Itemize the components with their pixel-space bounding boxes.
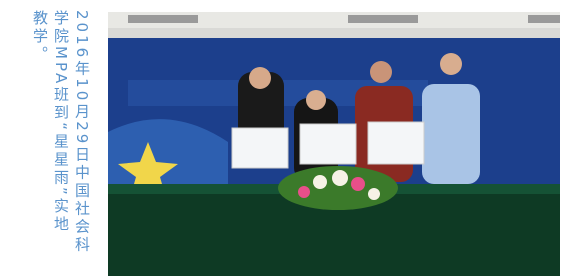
text-column: 学院MPA班到“星星雨”实地	[50, 10, 71, 276]
text-column: 2016年10月29日中国社会科	[71, 10, 92, 276]
vertical-text: 2016年10月29日中国社会科 学院MPA班到“星星雨”实地 教学。	[29, 10, 92, 276]
page: 2016年10月29日中国社会科 学院MPA班到“星星雨”实地 教学。 (() …	[0, 0, 576, 276]
photo	[108, 12, 560, 276]
text-column: 教学。	[29, 10, 50, 276]
